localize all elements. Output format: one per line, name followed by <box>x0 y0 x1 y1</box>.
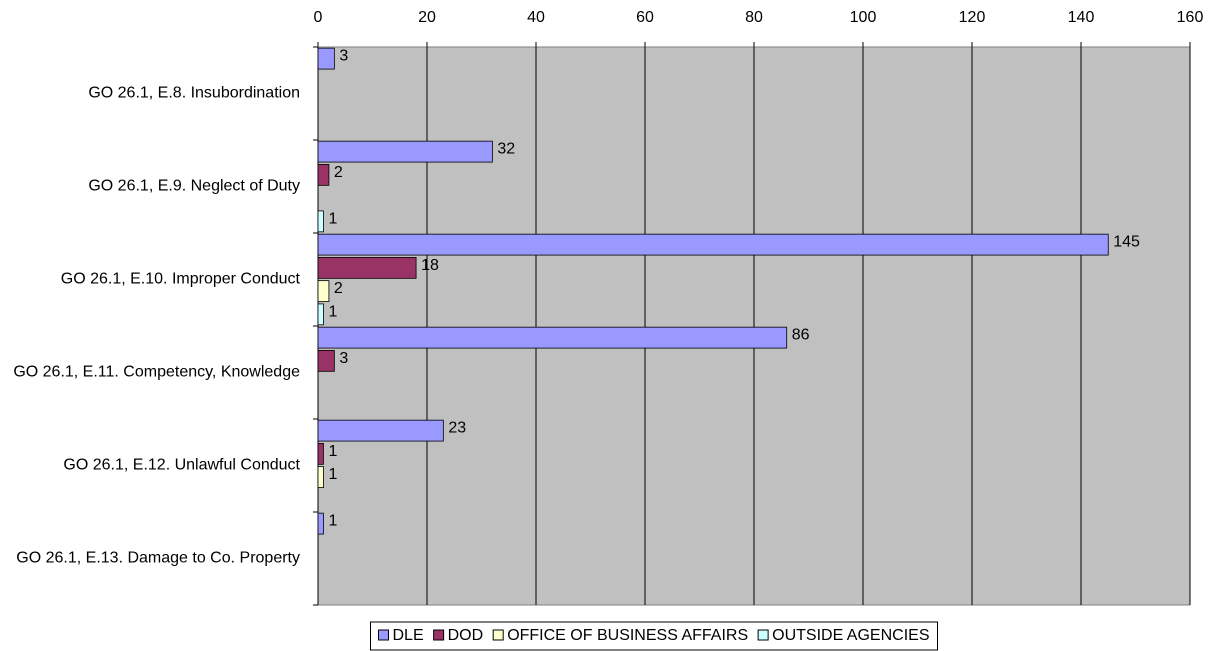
bar <box>317 303 324 326</box>
x-tick-label: 100 <box>850 9 877 26</box>
bar <box>317 210 324 233</box>
legend-swatch <box>433 629 445 641</box>
bar <box>317 280 330 302</box>
value-label: 1 <box>328 303 337 320</box>
bar <box>317 350 335 372</box>
legend-label: OFFICE OF BUSINESS AFFAIRS <box>507 627 748 644</box>
value-label: 32 <box>497 141 515 158</box>
legend-label: DOD <box>448 627 484 644</box>
x-tick-label: 20 <box>418 9 436 26</box>
value-label: 2 <box>334 164 343 181</box>
value-label: 1 <box>328 443 337 460</box>
value-label: 23 <box>448 420 466 437</box>
y-tick-label: GO 26.1, E.11. Competency, Knowledge <box>13 364 300 381</box>
bar <box>317 512 324 535</box>
legend-label: DLE <box>393 627 424 644</box>
legend-swatch <box>492 629 504 641</box>
value-label: 145 <box>1113 234 1140 251</box>
y-tick-label: GO 26.1, E.9. Neglect of Duty <box>88 178 300 195</box>
x-tick-label: 140 <box>1068 9 1095 26</box>
x-tick-label: 60 <box>636 9 654 26</box>
value-label: 86 <box>792 327 810 344</box>
bar <box>317 164 330 186</box>
legend-swatch <box>757 629 769 641</box>
value-label: 18 <box>421 257 439 274</box>
value-label: 1 <box>328 210 337 227</box>
legend-swatch <box>378 629 389 641</box>
x-tick-label: 160 <box>1177 9 1204 26</box>
bar <box>317 443 324 465</box>
bar <box>317 140 493 163</box>
bar <box>317 47 335 70</box>
value-label: 1 <box>328 466 337 483</box>
y-tick-label: GO 26.1, E.13. Damage to Co. Property <box>16 550 300 567</box>
x-tick-label: 40 <box>527 9 545 26</box>
bar <box>317 233 1109 256</box>
y-tick-label: GO 26.1, E.8. Insubordination <box>88 85 300 102</box>
legend-label: OUTSIDE AGENCIES <box>772 627 929 644</box>
legend-box <box>370 621 938 651</box>
value-label: 1 <box>328 513 337 530</box>
value-label: 3 <box>339 48 348 65</box>
x-tick-label: 120 <box>959 9 986 26</box>
value-label: 3 <box>339 350 348 367</box>
value-label: 2 <box>334 280 343 297</box>
bar <box>317 326 788 349</box>
y-tick-label: GO 26.1, E.12. Unlawful Conduct <box>63 457 300 474</box>
x-tick-label: 80 <box>745 9 763 26</box>
x-tick-label: 0 <box>314 9 323 26</box>
bar <box>317 257 417 279</box>
y-tick-label: GO 26.1, E.10. Improper Conduct <box>61 271 301 288</box>
bar <box>317 419 444 442</box>
bar <box>317 466 324 488</box>
